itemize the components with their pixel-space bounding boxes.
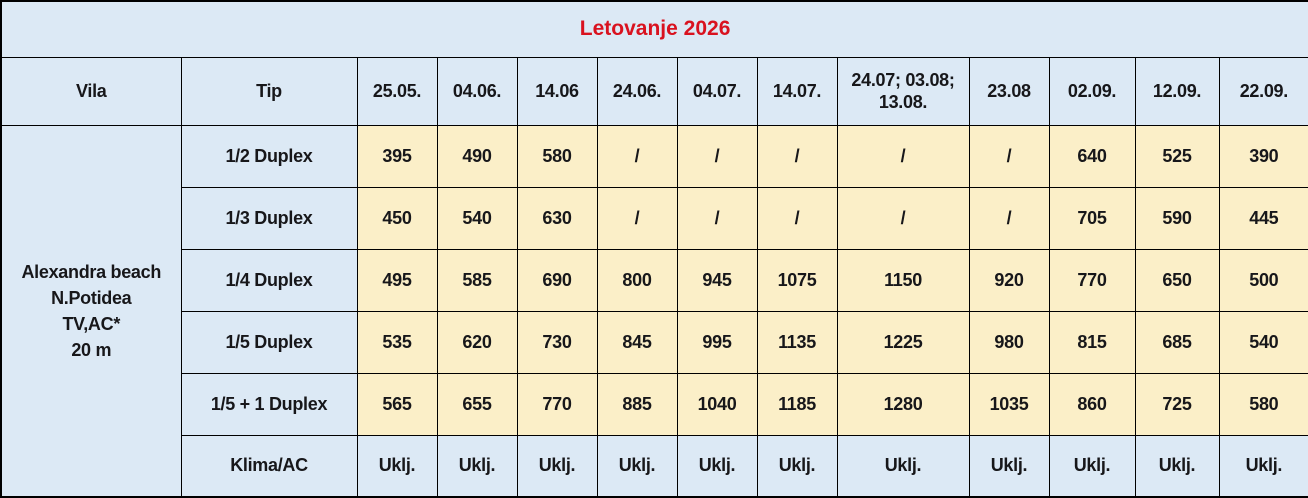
date-header: 12.09.: [1134, 56, 1220, 126]
price-cell: 1185: [756, 372, 838, 436]
tip-cell: 1/2 Duplex: [180, 124, 358, 188]
page-title: Letovanje 2026: [0, 0, 1308, 58]
date-header: 04.07.: [676, 56, 758, 126]
date-header: 14.07.: [756, 56, 838, 126]
price-cell: 585: [436, 248, 518, 312]
price-cell: 525: [1134, 124, 1220, 188]
price-cell: 885: [596, 372, 678, 436]
klima-cell: Uklj.: [1048, 434, 1136, 498]
price-cell: 945: [676, 248, 758, 312]
price-cell: /: [836, 124, 970, 188]
price-cell: 920: [968, 248, 1050, 312]
price-cell: 650: [1134, 248, 1220, 312]
tip-cell: 1/5 Duplex: [180, 310, 358, 374]
tip-cell: 1/3 Duplex: [180, 186, 358, 250]
price-cell: 815: [1048, 310, 1136, 374]
price-cell: /: [596, 186, 678, 250]
price-cell: 565: [356, 372, 438, 436]
price-cell: 640: [1048, 124, 1136, 188]
date-header-multi: 24.07; 03.08; 13.08.: [836, 56, 970, 126]
price-cell: /: [756, 186, 838, 250]
klima-cell: Uklj.: [968, 434, 1050, 498]
price-cell: 655: [436, 372, 518, 436]
price-cell: 800: [596, 248, 678, 312]
price-cell: 730: [516, 310, 598, 374]
price-cell: 770: [1048, 248, 1136, 312]
klima-cell: Uklj.: [756, 434, 838, 498]
date-header: 02.09.: [1048, 56, 1136, 126]
price-cell: 390: [1218, 124, 1308, 188]
klima-cell: Uklj.: [676, 434, 758, 498]
table-row: Alexandra beach N.Potidea TV,AC* 20 m 1/…: [0, 124, 1308, 498]
table-row: 1/3 Duplex 450 540 630 / / / / / 705 590…: [1, 186, 1308, 250]
klima-cell: Uklj.: [836, 434, 970, 498]
price-cell: 630: [516, 186, 598, 250]
price-cell: 395: [356, 124, 438, 188]
price-cell: /: [968, 124, 1050, 188]
klima-cell: Uklj.: [356, 434, 438, 498]
price-cell: 590: [1134, 186, 1220, 250]
price-cell: 685: [1134, 310, 1220, 374]
price-cell: 1075: [756, 248, 838, 312]
price-cell: 540: [436, 186, 518, 250]
price-cell: 705: [1048, 186, 1136, 250]
klima-cell: Uklj.: [516, 434, 598, 498]
tip-cell: 1/4 Duplex: [180, 248, 358, 312]
price-cell: 495: [356, 248, 438, 312]
price-cell: /: [676, 186, 758, 250]
date-header: 25.05.: [356, 56, 438, 126]
price-cell: /: [596, 124, 678, 188]
price-cell: 450: [356, 186, 438, 250]
price-cell: /: [836, 186, 970, 250]
price-cell: 1040: [676, 372, 758, 436]
price-cell: 980: [968, 310, 1050, 374]
date-header: 14.06: [516, 56, 598, 126]
price-cell: 535: [356, 310, 438, 374]
klima-cell: Uklj.: [436, 434, 518, 498]
vila-column-header: Vila: [0, 56, 182, 126]
price-cell: 580: [1218, 372, 1308, 436]
tip-cell: 1/5 + 1 Duplex: [180, 372, 358, 436]
date-header: 24.06.: [596, 56, 678, 126]
price-cell: /: [676, 124, 758, 188]
table-row-klima: Klima/AC Uklj. Uklj. Uklj. Uklj. Uklj. U…: [1, 434, 1308, 498]
tip-cell: Klima/AC: [180, 434, 358, 498]
table-row: 1/4 Duplex 495 585 690 800 945 1075 1150…: [1, 248, 1308, 312]
price-cell: 580: [516, 124, 598, 188]
price-cell: 770: [516, 372, 598, 436]
price-cell: 620: [436, 310, 518, 374]
date-header: 23.08: [968, 56, 1050, 126]
price-cell: 995: [676, 310, 758, 374]
price-cell: 1150: [836, 248, 970, 312]
price-cell: 725: [1134, 372, 1220, 436]
price-cell: 1035: [968, 372, 1050, 436]
klima-cell: Uklj.: [596, 434, 678, 498]
price-cell: 845: [596, 310, 678, 374]
table-row: 1/5 Duplex 535 620 730 845 995 1135 1225…: [1, 310, 1308, 374]
price-cell: 540: [1218, 310, 1308, 374]
price-cell: 445: [1218, 186, 1308, 250]
klima-cell: Uklj.: [1218, 434, 1308, 498]
price-cell: 1135: [756, 310, 838, 374]
klima-cell: Uklj.: [1134, 434, 1220, 498]
column-header-row: Vila Tip 25.05. 04.06. 14.06 24.06. 04.0…: [0, 56, 1308, 126]
price-cell: 1225: [836, 310, 970, 374]
table-row: 1/5 + 1 Duplex 565 655 770 885 1040 1185…: [1, 372, 1308, 436]
price-cell: /: [756, 124, 838, 188]
price-cell: 690: [516, 248, 598, 312]
vila-info: Alexandra beach N.Potidea TV,AC* 20 m: [0, 124, 182, 498]
tip-column-header: Tip: [180, 56, 358, 126]
price-cell: /: [968, 186, 1050, 250]
price-cell: 500: [1218, 248, 1308, 312]
price-cell: 860: [1048, 372, 1136, 436]
price-cell: 1280: [836, 372, 970, 436]
date-header: 04.06.: [436, 56, 518, 126]
title-row: Letovanje 2026: [0, 0, 1308, 58]
date-header: 22.09.: [1218, 56, 1308, 126]
price-cell: 490: [436, 124, 518, 188]
